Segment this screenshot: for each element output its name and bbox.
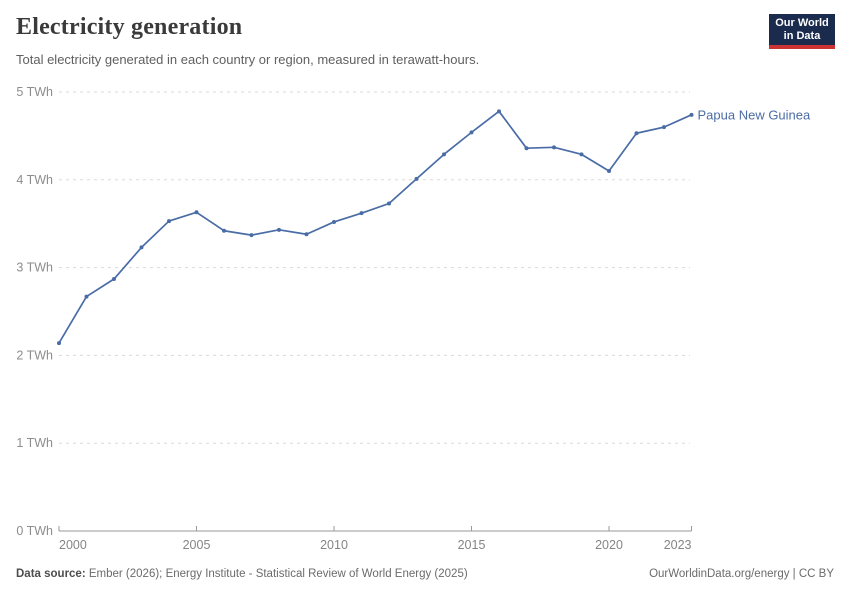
y-axis-tick-label: 4 TWh — [16, 173, 53, 187]
data-line — [58, 110, 692, 344]
x-axis-tick-label: 2020 — [595, 538, 623, 552]
data-source-note: Data source: Ember (2026); Energy Instit… — [16, 568, 468, 580]
data-point-marker — [84, 294, 89, 299]
page-title: Electricity generation — [16, 14, 243, 40]
owid-logo[interactable]: Our World in Data — [769, 14, 835, 49]
data-point-marker — [497, 109, 501, 114]
y-axis-tick-label: 3 TWh — [16, 261, 53, 275]
series-label[interactable]: Papua New Guinea — [698, 107, 812, 122]
owid-logo-line2: in Data — [783, 29, 821, 42]
data-point-marker — [304, 232, 309, 237]
data-point-marker — [277, 227, 281, 232]
data-point-marker — [112, 277, 116, 282]
x-axis-tick-label: 2023 — [664, 538, 692, 552]
data-point-marker — [359, 211, 364, 216]
x-axis-tick-label: 2000 — [59, 538, 87, 552]
data-point-marker — [662, 125, 666, 130]
data-point-marker — [139, 245, 144, 250]
data-point-marker — [552, 145, 556, 150]
data-point-marker — [607, 169, 611, 174]
data-point-marker — [469, 130, 474, 135]
owid-logo-line1: Our World — [775, 16, 829, 29]
data-point-marker — [332, 219, 336, 224]
data-point-marker — [414, 176, 419, 181]
data-point-marker — [634, 131, 639, 136]
data-point-marker — [387, 201, 391, 206]
x-axis-tick-label: 2010 — [320, 538, 348, 552]
data-point-marker — [689, 112, 694, 117]
y-axis-tick-label: 5 TWh — [16, 85, 53, 99]
data-point-marker — [442, 152, 446, 157]
y-axis-tick-label: 0 TWh — [16, 524, 53, 538]
x-axis-tick-label: 2005 — [183, 538, 211, 552]
data-source-label: Data source: — [16, 568, 86, 580]
x-axis-tick-label: 2015 — [458, 538, 486, 552]
attribution-link[interactable]: OurWorldinData.org/energy | CC BY — [649, 568, 834, 580]
data-point-marker — [222, 228, 226, 233]
data-point-marker — [57, 341, 61, 346]
data-point-marker — [249, 233, 254, 238]
y-axis-tick-label: 2 TWh — [16, 348, 53, 362]
data-point-marker — [579, 152, 584, 157]
data-point-marker — [167, 219, 171, 224]
data-point-marker — [524, 146, 529, 151]
chart-subtitle: Total electricity generated in each coun… — [16, 52, 480, 67]
data-source-text: Ember (2026); Energy Institute - Statist… — [85, 568, 468, 580]
y-axis-tick-label: 1 TWh — [16, 436, 53, 450]
data-point-marker — [194, 210, 199, 215]
